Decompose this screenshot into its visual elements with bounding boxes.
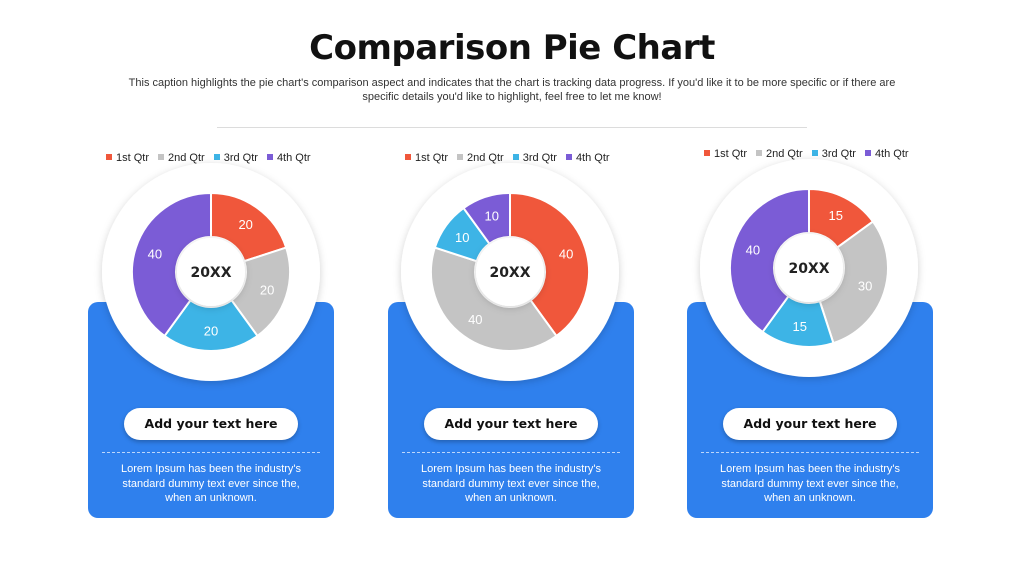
donut-slice-q1 — [509, 191, 590, 338]
slice-value-label: 10 — [485, 208, 499, 223]
legend-item-q3: 3rd Qtr — [811, 148, 856, 160]
card-divider — [402, 452, 620, 453]
add-text-button-3[interactable]: Add your text here — [723, 408, 897, 440]
legend-swatch — [704, 150, 710, 156]
donut-slice-q2 — [430, 246, 558, 352]
legend-item-q1: 1st Qtr — [405, 152, 448, 164]
legend-swatch — [405, 154, 411, 160]
legend-2: 1st Qtr 2nd Qtr 3rd Qtr 4th Qtr — [405, 152, 619, 166]
legend-swatch — [213, 154, 220, 160]
donut-chart-3: 15 30 15 40 20XX — [700, 159, 918, 377]
donut-slice-q2 — [230, 246, 291, 338]
legend-swatch — [811, 150, 818, 156]
slice-value-label: 30 — [858, 279, 872, 294]
card-divider — [701, 452, 919, 453]
legend-item-q3: 3rd Qtr — [512, 152, 557, 164]
legend-swatch — [756, 150, 763, 156]
legend-swatch — [106, 154, 112, 160]
donut-chart-2: 40 40 10 10 20XX — [401, 163, 619, 381]
donut-slice-q2 — [818, 220, 889, 345]
legend-item-q2: 2nd Qtr — [457, 152, 504, 164]
legend-item-q4: 4th Qtr — [864, 148, 909, 160]
slice-value-label: 20 — [238, 217, 252, 232]
donut-center — [476, 238, 544, 306]
page-caption: This caption highlights the pie chart's … — [128, 77, 896, 103]
card-body-text-2: Lorem Ipsum has been the industry's stan… — [420, 463, 602, 504]
slice-value-label: 20 — [260, 283, 274, 298]
slice-value-label: 40 — [746, 242, 760, 257]
donut-slice-q4 — [131, 191, 212, 338]
legend-item-q4: 4th Qtr — [565, 152, 610, 164]
header-divider — [217, 127, 807, 128]
legend-swatch — [565, 154, 572, 160]
slice-value-label: 20 — [204, 324, 218, 339]
donut-center-label: 20XX — [788, 261, 829, 277]
slice-value-label: 15 — [829, 208, 843, 223]
card-body-text-3: Lorem Ipsum has been the industry's stan… — [719, 463, 901, 504]
add-text-button-2[interactable]: Add your text here — [424, 408, 598, 440]
donut-slice-q4 — [462, 191, 511, 246]
legend-swatch — [864, 150, 871, 156]
card-divider — [102, 452, 320, 453]
legend-item-q1: 1st Qtr — [106, 152, 149, 164]
donut-slice-q4 — [729, 187, 810, 334]
legend-1: 1st Qtr 2nd Qtr 3rd Qtr 4th Qtr — [106, 152, 320, 166]
donut-center — [775, 234, 843, 302]
legend-swatch — [457, 154, 464, 160]
slice-value-label: 40 — [559, 246, 573, 261]
donut-chart-1: 20 20 20 40 20XX — [102, 163, 320, 381]
legend-swatch — [512, 154, 519, 160]
donut-slice-q3 — [163, 298, 259, 352]
legend-item-q2: 2nd Qtr — [158, 152, 205, 164]
page-title: Comparison Pie Chart — [309, 28, 715, 68]
slice-value-label: 40 — [148, 246, 162, 261]
donut-center-label: 20XX — [190, 265, 231, 281]
donut-center-label: 20XX — [489, 265, 530, 281]
legend-item-q3: 3rd Qtr — [213, 152, 258, 164]
donut-slice-q1 — [210, 191, 288, 263]
slice-value-label: 10 — [455, 230, 469, 245]
legend-item-q2: 2nd Qtr — [756, 148, 803, 160]
slice-value-label: 15 — [793, 319, 807, 334]
legend-3: 1st Qtr 2nd Qtr 3rd Qtr 4th Qtr — [704, 148, 918, 162]
slice-value-label: 40 — [468, 312, 482, 327]
add-text-button-1[interactable]: Add your text here — [124, 408, 298, 440]
legend-swatch — [266, 154, 273, 160]
legend-item-q1: 1st Qtr — [704, 148, 747, 160]
legend-item-q4: 4th Qtr — [266, 152, 311, 164]
legend-swatch — [158, 154, 165, 160]
donut-center — [177, 238, 245, 306]
card-body-text-1: Lorem Ipsum has been the industry's stan… — [120, 463, 302, 504]
